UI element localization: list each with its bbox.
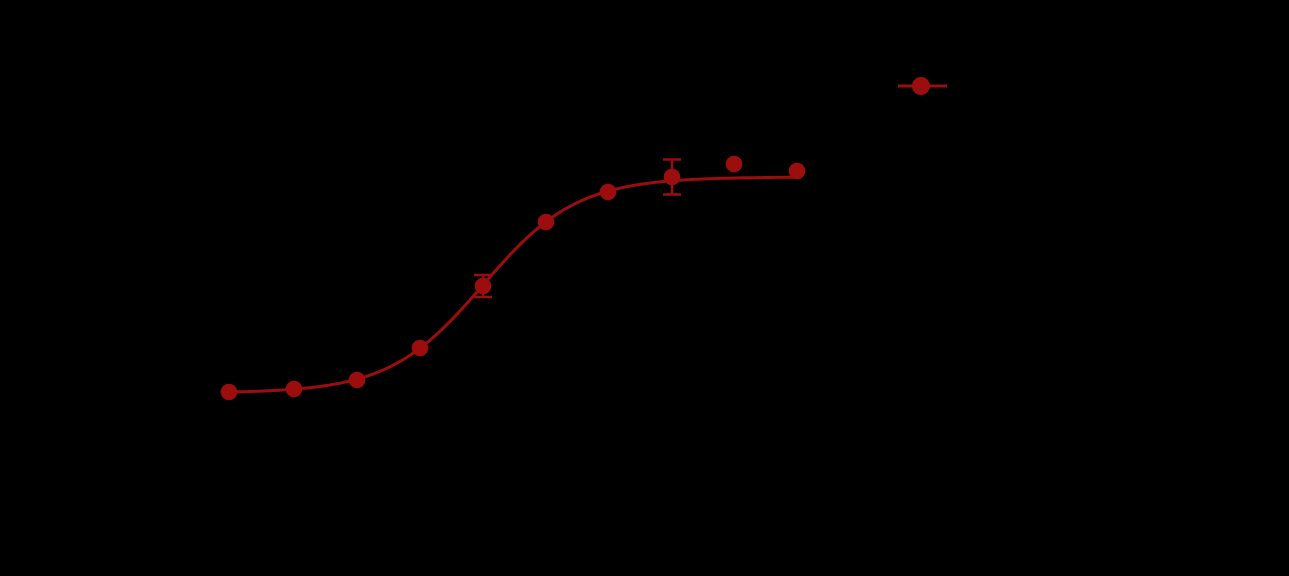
data-point-marker <box>599 183 617 201</box>
data-point-marker <box>663 168 681 186</box>
data-point-marker <box>348 371 366 389</box>
data-point-marker <box>788 162 806 180</box>
data-point-marker <box>474 277 492 295</box>
data-point-marker <box>220 383 238 401</box>
data-point-marker <box>411 339 429 357</box>
legend-marker-icon <box>912 77 930 95</box>
data-point-marker <box>725 155 743 173</box>
data-point-marker <box>285 380 303 398</box>
fit-curve-line <box>220 175 802 394</box>
data-point-marker <box>537 213 555 231</box>
legend <box>898 77 947 95</box>
